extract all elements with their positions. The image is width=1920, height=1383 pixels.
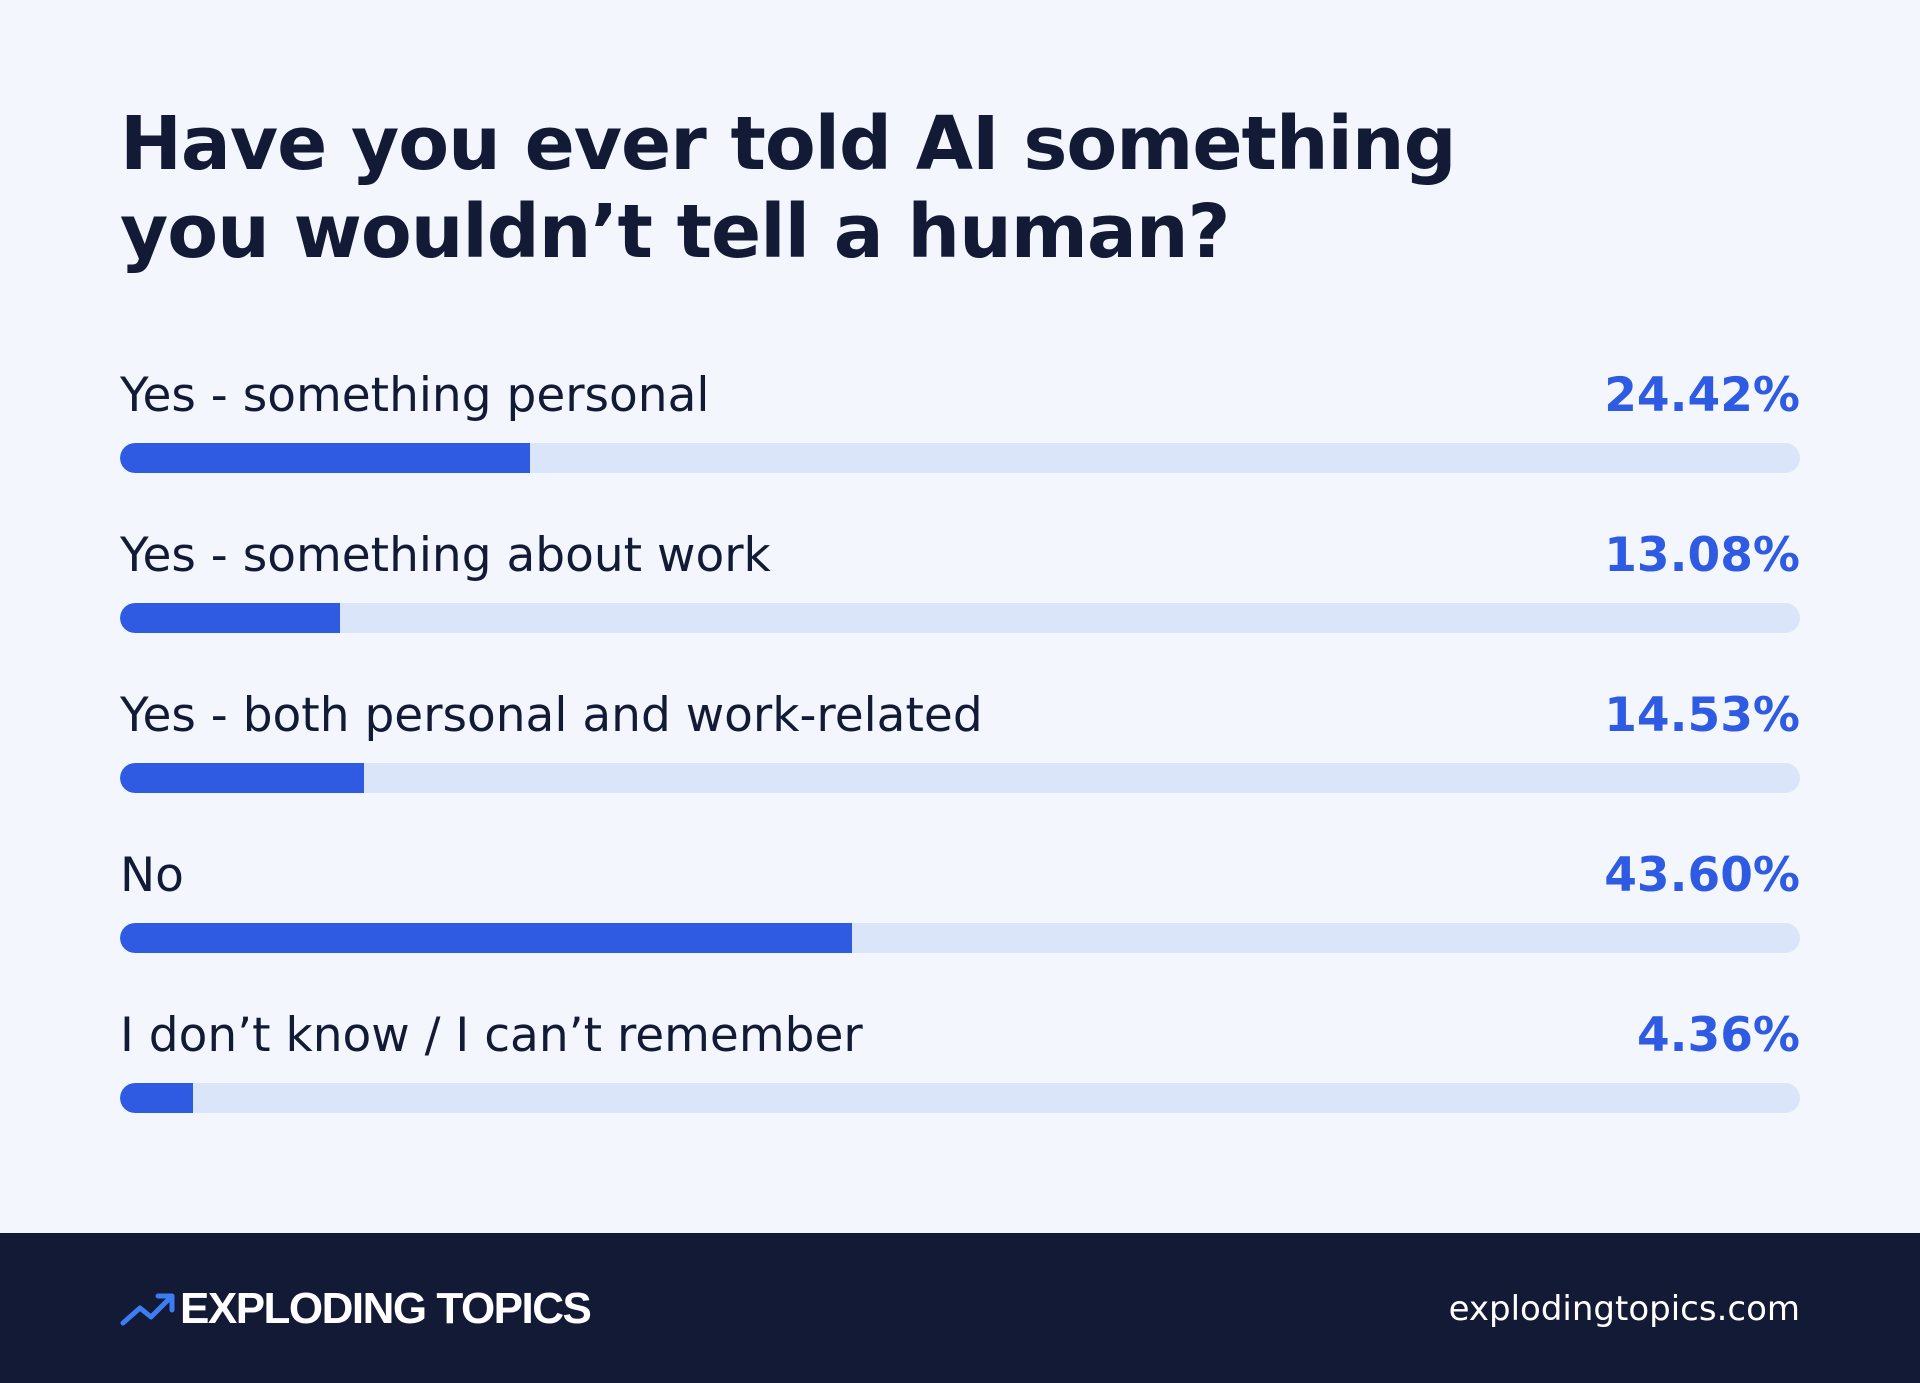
bar-fill: [120, 1083, 194, 1113]
bar-track: [120, 923, 1800, 953]
bar-fill: [120, 443, 531, 473]
bar-track: [120, 603, 1800, 633]
bar-track: [120, 443, 1800, 473]
chart-title: Have you ever told AI something you woul…: [120, 101, 1457, 275]
bar-fill: [120, 603, 340, 633]
bar-row: Yes - something about work 13.08%: [120, 520, 1800, 680]
bar-label: I don’t know / I can’t remember: [120, 1008, 863, 1063]
bar-label: Yes - both personal and work-related: [120, 688, 983, 743]
footer: EXPLODING TOPICS explodingtopics.com: [0, 1233, 1920, 1383]
bar-fill: [120, 763, 365, 793]
bar-label: No: [120, 848, 184, 903]
bar-value-label: 4.36%: [1636, 1008, 1800, 1063]
trending-up-icon: [120, 1293, 175, 1326]
brand-logo[interactable]: EXPLODING TOPICS: [120, 1284, 592, 1333]
bar-fill: [120, 923, 853, 953]
bar-track: [120, 1083, 1800, 1113]
website-link[interactable]: explodingtopics.com: [1448, 1289, 1800, 1329]
bar-row: Yes - both personal and work-related 14.…: [120, 680, 1800, 840]
brand-name: EXPLODING TOPICS: [180, 1284, 592, 1333]
bar-value-label: 43.60%: [1604, 848, 1800, 903]
bar-chart: Yes - something personal 24.42% Yes - so…: [120, 360, 1800, 1160]
bar-label: Yes - something personal: [120, 368, 710, 423]
bar-value-label: 24.42%: [1604, 368, 1800, 423]
bar-row: No 43.60%: [120, 840, 1800, 1000]
bar-value-label: 14.53%: [1604, 688, 1800, 743]
bar-row: Yes - something personal 24.42%: [120, 360, 1800, 520]
bar-label: Yes - something about work: [120, 528, 771, 583]
bar-value-label: 13.08%: [1604, 528, 1800, 583]
bar-track: [120, 763, 1800, 793]
bar-row: I don’t know / I can’t remember 4.36%: [120, 1000, 1800, 1160]
